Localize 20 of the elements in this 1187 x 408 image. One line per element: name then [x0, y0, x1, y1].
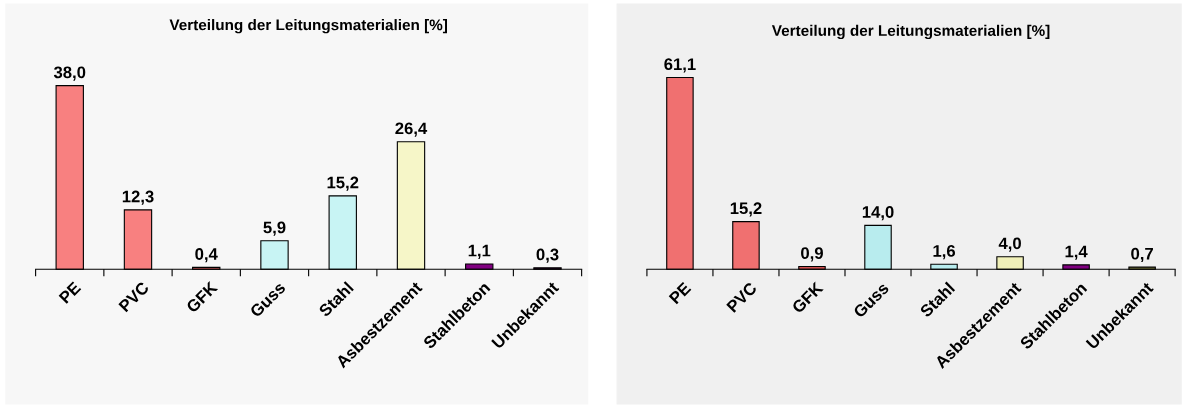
data-label: 14,0 [862, 206, 894, 221]
data-label: 26,4 [395, 122, 428, 137]
data-label: 0,3 [536, 248, 559, 263]
x-tick-label: PE [58, 281, 82, 304]
data-label: 1,4 [1065, 245, 1088, 260]
data-label: 4,0 [998, 237, 1021, 252]
x-tick-label: PE [668, 281, 692, 305]
data-label: 0,4 [195, 248, 218, 263]
data-label: 1,1 [468, 244, 491, 259]
chart-title: Verteilung der Leitungsmaterialien [%] [771, 24, 1050, 40]
data-label: 5,9 [263, 221, 286, 236]
data-label: 1,6 [933, 245, 956, 260]
data-label: 0,9 [801, 247, 823, 262]
data-label: 38,0 [53, 66, 86, 81]
chart-title: Verteilung der Leitungsmaterialien [%] [169, 19, 447, 34]
data-label: 61,1 [664, 58, 696, 73]
data-label: 0,7 [1131, 247, 1153, 263]
data-label: 12,3 [122, 190, 154, 205]
data-label: 15,2 [730, 202, 762, 217]
data-label: 15,2 [327, 176, 359, 191]
